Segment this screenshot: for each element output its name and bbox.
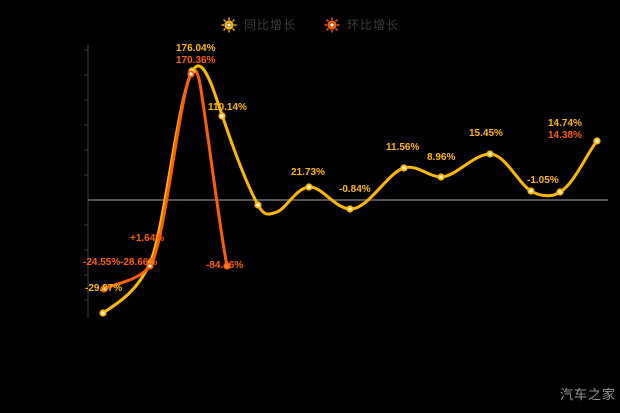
point-label: -24.55% bbox=[83, 257, 121, 268]
point-label: -29.87% bbox=[85, 283, 123, 294]
point-label: 110.14% bbox=[208, 102, 247, 113]
legend-label-yoy: 同比增长 bbox=[243, 18, 296, 32]
legend-item-yoy[interactable]: 同比增长 bbox=[221, 16, 296, 33]
legend-label-mom: 环比增长 bbox=[347, 18, 400, 32]
point-label: -0.84% bbox=[339, 184, 371, 195]
series-markers-mom bbox=[100, 70, 231, 293]
sun-marker-icon bbox=[324, 17, 340, 32]
point-label: 15.45% bbox=[469, 128, 503, 139]
watermark-autohome: 汽车之家 bbox=[560, 387, 617, 402]
point-label: 21.73% bbox=[291, 167, 325, 178]
y-axis-ticks bbox=[84, 49, 88, 301]
point-label: 14.74% bbox=[548, 118, 582, 129]
point-label: 14.38% bbox=[548, 130, 582, 141]
point-label: -1.05% bbox=[527, 175, 559, 186]
point-label: -28.66% bbox=[120, 257, 158, 268]
legend-item-mom[interactable]: 环比增长 bbox=[324, 16, 399, 33]
point-label: 8.96% bbox=[427, 152, 456, 163]
point-label: +1.64% bbox=[130, 233, 165, 244]
point-label: 170.36% bbox=[176, 55, 216, 66]
point-label: 176.04% bbox=[176, 43, 216, 54]
chart-legend: 同比增长 环比增长 bbox=[0, 16, 620, 33]
sun-marker-icon bbox=[221, 17, 237, 32]
point-label: 11.56% bbox=[386, 142, 420, 153]
point-label: -84.46% bbox=[206, 260, 244, 271]
